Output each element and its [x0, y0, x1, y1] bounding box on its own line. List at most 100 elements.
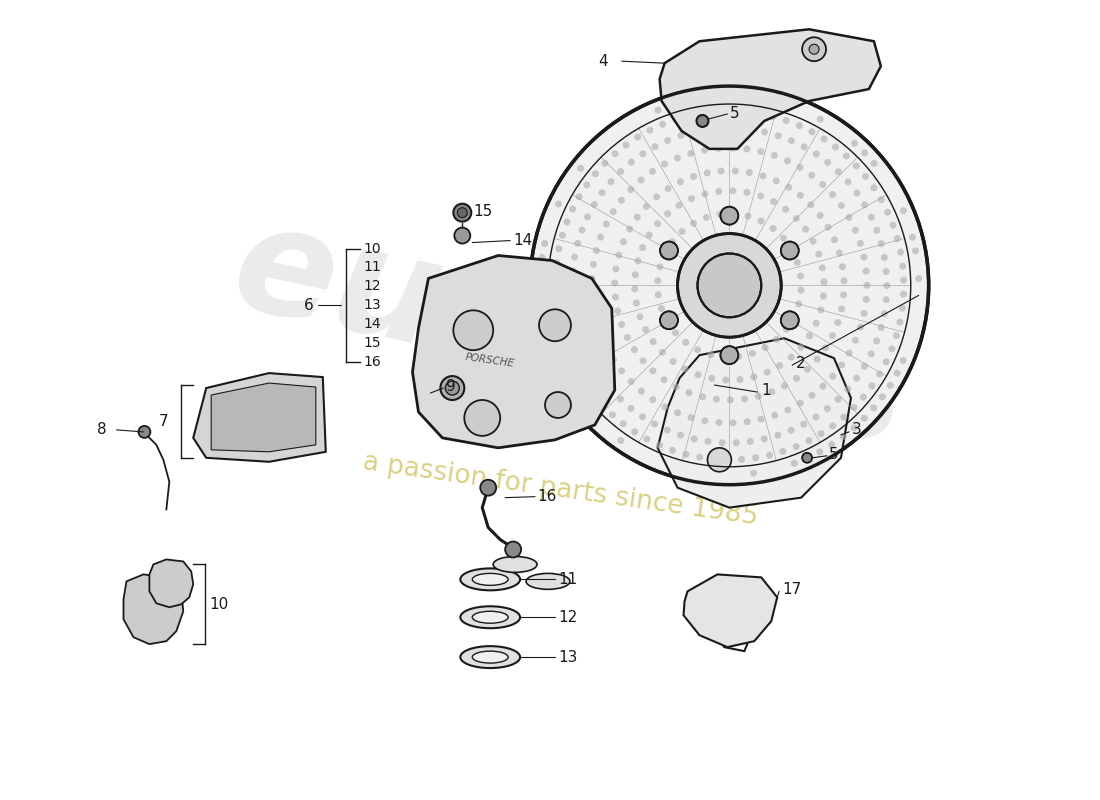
Circle shape — [714, 108, 720, 115]
Circle shape — [860, 254, 868, 261]
Polygon shape — [194, 373, 326, 462]
Polygon shape — [683, 574, 778, 647]
Circle shape — [556, 246, 562, 252]
Circle shape — [537, 268, 544, 274]
Circle shape — [887, 382, 893, 389]
Text: 11: 11 — [364, 261, 382, 274]
Circle shape — [854, 374, 860, 382]
Circle shape — [806, 332, 813, 339]
Circle shape — [900, 207, 906, 214]
Circle shape — [708, 94, 716, 100]
Circle shape — [682, 366, 689, 373]
Circle shape — [574, 324, 581, 330]
Circle shape — [852, 337, 859, 344]
Circle shape — [650, 338, 657, 345]
Circle shape — [574, 240, 581, 247]
Circle shape — [794, 259, 801, 266]
Circle shape — [820, 293, 827, 299]
Text: 4: 4 — [598, 54, 608, 69]
Ellipse shape — [472, 611, 508, 623]
Text: 16: 16 — [364, 355, 382, 369]
Circle shape — [829, 191, 836, 198]
Circle shape — [703, 214, 710, 221]
Circle shape — [704, 170, 711, 177]
Circle shape — [654, 106, 661, 114]
Circle shape — [733, 125, 740, 132]
Circle shape — [569, 296, 576, 303]
Circle shape — [682, 451, 690, 458]
Circle shape — [732, 167, 739, 174]
Circle shape — [810, 44, 820, 54]
Circle shape — [661, 376, 668, 383]
Circle shape — [860, 310, 868, 317]
Circle shape — [453, 204, 471, 222]
Circle shape — [638, 388, 645, 394]
Circle shape — [829, 373, 836, 379]
Circle shape — [481, 480, 496, 496]
Circle shape — [440, 376, 464, 400]
Circle shape — [750, 94, 758, 101]
Circle shape — [592, 170, 598, 178]
Circle shape — [593, 317, 600, 324]
Circle shape — [634, 214, 641, 221]
Text: europes: europes — [220, 194, 920, 478]
Circle shape — [632, 299, 640, 306]
Circle shape — [764, 97, 771, 103]
Circle shape — [845, 178, 851, 186]
Circle shape — [733, 439, 739, 446]
Circle shape — [505, 542, 521, 558]
Circle shape — [631, 286, 638, 293]
Circle shape — [798, 273, 804, 279]
Circle shape — [835, 396, 842, 403]
Circle shape — [530, 86, 928, 485]
Circle shape — [708, 375, 715, 382]
Circle shape — [729, 145, 736, 151]
Circle shape — [458, 208, 468, 218]
Ellipse shape — [472, 574, 508, 586]
Circle shape — [825, 224, 832, 230]
Circle shape — [617, 168, 624, 175]
Circle shape — [805, 437, 813, 444]
Circle shape — [850, 424, 858, 431]
Circle shape — [694, 346, 701, 354]
Circle shape — [672, 383, 680, 390]
Circle shape — [807, 202, 814, 208]
Circle shape — [798, 286, 804, 294]
Circle shape — [575, 194, 583, 200]
Circle shape — [579, 226, 585, 234]
Circle shape — [796, 192, 804, 199]
Circle shape — [654, 291, 662, 298]
Circle shape — [631, 428, 638, 435]
Circle shape — [861, 202, 868, 208]
Circle shape — [747, 126, 755, 133]
Circle shape — [741, 395, 748, 402]
Circle shape — [623, 142, 629, 149]
Circle shape — [612, 150, 618, 158]
Circle shape — [569, 268, 576, 274]
Circle shape — [808, 128, 815, 135]
Text: 16: 16 — [537, 489, 557, 504]
Circle shape — [898, 249, 904, 256]
Circle shape — [846, 214, 852, 221]
Circle shape — [838, 202, 845, 209]
Circle shape — [757, 193, 764, 199]
Circle shape — [562, 342, 569, 349]
Ellipse shape — [460, 646, 520, 668]
Circle shape — [893, 370, 901, 377]
Circle shape — [876, 370, 883, 378]
Circle shape — [784, 158, 791, 164]
Circle shape — [614, 307, 622, 314]
Circle shape — [834, 319, 842, 326]
Circle shape — [878, 240, 884, 247]
Circle shape — [672, 330, 679, 336]
Circle shape — [697, 254, 761, 318]
Circle shape — [588, 275, 595, 282]
Circle shape — [607, 178, 615, 185]
Circle shape — [788, 426, 794, 434]
Circle shape — [835, 168, 842, 175]
Circle shape — [882, 268, 890, 275]
Text: 14: 14 — [513, 233, 532, 248]
Circle shape — [700, 110, 706, 117]
Text: 5: 5 — [729, 106, 739, 121]
Polygon shape — [412, 255, 615, 448]
